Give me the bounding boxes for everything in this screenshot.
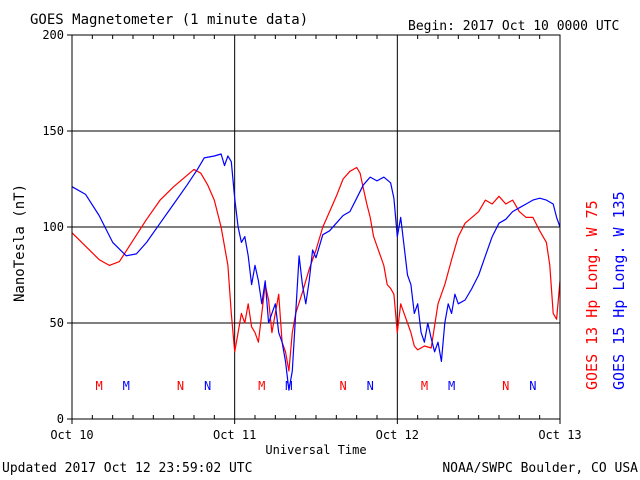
x-tick-label: Oct 10 — [50, 428, 93, 442]
marker-label: N — [367, 379, 374, 393]
begin-label: Begin: 2017 Oct 10 0000 UTC — [408, 19, 619, 34]
chart-title: GOES Magnetometer (1 minute data) — [30, 12, 308, 28]
marker-label: N — [529, 379, 536, 393]
series-line-goes15 — [71, 153, 561, 391]
marker-label: M — [448, 379, 455, 393]
x-tick-label: Oct 13 — [538, 428, 581, 442]
plot-frame — [71, 34, 561, 420]
y-tick-label: 50 — [50, 316, 64, 330]
credit-label: NOAA/SWPC Boulder, CO USA — [442, 461, 638, 476]
legend-goes15: GOES 15 Hp Long. W 135 — [610, 191, 628, 390]
marker-label: M — [123, 379, 130, 393]
marker-label: M — [95, 379, 102, 393]
x-axis-label: Universal Time — [265, 443, 366, 457]
y-tick-label: 0 — [57, 412, 64, 426]
marker-label: N — [339, 379, 346, 393]
marker-label: M — [285, 379, 292, 393]
x-tick-label: Oct 12 — [376, 428, 419, 442]
y-tick-label: 100 — [42, 220, 64, 234]
y-axis-label: NanoTesla (nT) — [12, 184, 28, 302]
series-line-goes13 — [71, 166, 561, 372]
x-tick-label: Oct 11 — [213, 428, 256, 442]
marker-label: N — [502, 379, 509, 393]
plot-area: 0 50 100 150 200 Oct 10 Oct 11 Oct 12 Oct 13 M M N N… — [42, 28, 581, 442]
marker-label: N — [177, 379, 184, 393]
y-tick-label: 200 — [42, 28, 64, 42]
y-tick-label: 150 — [42, 124, 64, 138]
legend-goes13: GOES 13 Hp Long. W 75 — [583, 200, 601, 390]
marker-label: M — [258, 379, 265, 393]
marker-label: M — [421, 379, 428, 393]
marker-label: N — [204, 379, 211, 393]
updated-timestamp: Updated 2017 Oct 12 23:59:02 UTC — [2, 461, 252, 476]
